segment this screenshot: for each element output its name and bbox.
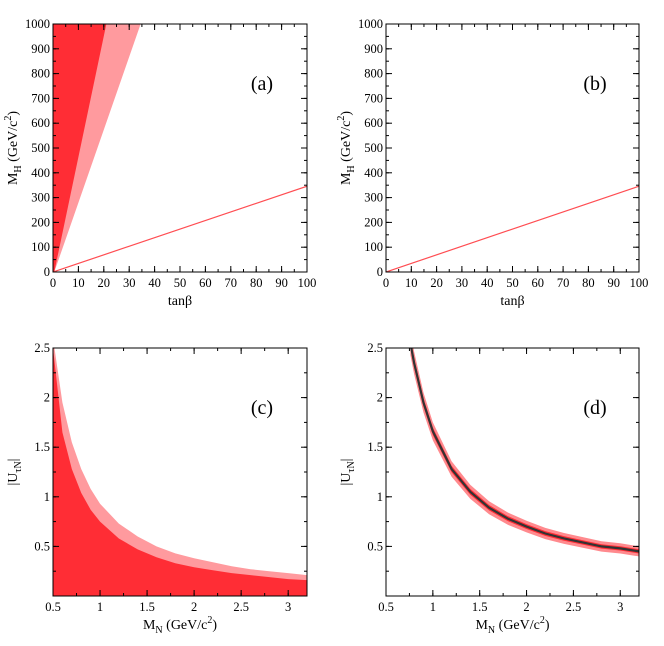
panel-label: (b) [583,73,606,95]
panel-a: 0 10 20 30 40 50 60 70 80 90 100010020030040050060… [3,17,316,309]
x-tick-label: 80 [250,276,263,290]
x-tick-label: 2 [191,600,197,614]
x-tick-label: 100 [630,276,649,290]
x-tick-label: 40 [148,276,161,290]
y-tick-label: 1.5 [367,440,383,454]
y-tick-label: 200 [31,215,50,229]
x-tick-label: 2.5 [233,600,249,614]
x-tick-label: 1.5 [472,600,488,614]
x-axis-title: tanβ [168,294,192,309]
y-tick-label: 1 [377,490,383,504]
plot-area [53,348,307,596]
x-tick-label: 60 [199,276,212,290]
x-tick-label: 20 [430,276,443,290]
y-tick-label: 2 [377,391,383,405]
x-axis-title: MN (GeV/c2) [475,615,549,636]
plot-frame [385,23,640,273]
y-axis-title: |UτN| [6,459,24,486]
y-tick-label: 1000 [358,17,383,31]
y-tick-label: 100 [364,240,383,254]
y-tick-label: 900 [364,42,383,56]
x-tick-label: 30 [456,276,469,290]
y-tick-label: 300 [364,191,383,205]
x-tick-label: 2 [523,600,529,614]
x-tick-label: 50 [506,276,519,290]
y-tick-label: 300 [31,191,50,205]
y-axis-title: MH (GeV/c2) [336,111,357,185]
y-tick-label: 500 [31,141,50,155]
series-line [53,185,307,272]
excluded-region-1 [53,24,107,272]
y-tick-label: 2.5 [367,341,383,355]
panel-c: 0.5 1 1.5 2 2.5 3 0.5 1 1.5 2 2.5 (c) MN (GeV/c2) |Uτ… [6,341,308,636]
y-tick-label: 1.5 [34,440,50,454]
plot-area [53,24,307,272]
x-tick-label: 90 [275,276,288,290]
y-tick-label: 100 [31,240,50,254]
y-tick-label: 1000 [25,17,50,31]
panel-label: (d) [583,397,606,419]
x-tick-label: 10 [405,276,418,290]
x-tick-label: 70 [557,276,570,290]
plot-frame [385,347,640,597]
y-tick-label: 1 [44,490,50,504]
x-tick-label: 0.5 [378,600,394,614]
x-tick-label: 20 [98,276,111,290]
x-tick-label: 0 [50,276,56,290]
y-tick-label: 0.5 [367,539,383,553]
y-tick-label: 800 [31,67,50,81]
plot-area [386,185,639,272]
panel-label: (a) [251,73,273,95]
x-axis-title: MN (GeV/c2) [143,615,217,636]
y-tick-label: 700 [31,91,50,105]
x-tick-label: 100 [298,276,317,290]
x-tick-label: 3 [285,600,291,614]
excluded-area-upper-light [53,348,307,596]
y-tick-label: 400 [364,166,383,180]
plot-area [410,348,639,557]
y-tick-label: 600 [31,116,50,130]
band-center-line [410,348,639,553]
y-tick-label: 400 [31,166,50,180]
x-tick-label: 1.5 [139,600,155,614]
x-tick-label: 80 [582,276,595,290]
x-tick-label: 50 [174,276,187,290]
panel-label: (c) [251,397,273,419]
x-tick-label: 0.5 [45,600,61,614]
x-tick-label: 40 [481,276,494,290]
band-outer [410,348,639,557]
x-tick-label: 10 [72,276,85,290]
y-tick-label: 0 [377,265,383,279]
series-line [386,185,639,272]
y-tick-label: 900 [31,42,50,56]
y-tick-label: 600 [364,116,383,130]
y-tick-label: 2 [44,391,50,405]
x-tick-label: 0 [383,276,389,290]
panel-d: 0.5 1 1.5 2 2.5 3 0.5 1 1.5 2 2.5 (d) MN (GeV/c2) |Uτ… [339,341,640,636]
panel-b: 0 10 20 30 40 50 60 70 80 90 100010020030040050060… [336,17,648,309]
excluded-area-upper-dark [53,348,307,596]
y-axis-title: MH (GeV/c2) [3,111,24,185]
y-tick-label: 0 [44,265,50,279]
x-tick-label: 60 [532,276,545,290]
y-axis-title: |UτN| [339,459,357,486]
x-axis-title: tanβ [500,294,524,309]
y-tick-label: 500 [364,141,383,155]
x-tick-label: 70 [225,276,238,290]
y-tick-label: 800 [364,67,383,81]
x-tick-label: 30 [123,276,136,290]
y-tick-label: 700 [364,91,383,105]
x-tick-label: 1 [430,600,436,614]
x-tick-label: 3 [617,600,623,614]
y-tick-label: 0.5 [34,539,50,553]
y-tick-label: 200 [364,215,383,229]
y-tick-label: 2.5 [34,341,50,355]
x-tick-label: 2.5 [566,600,582,614]
x-tick-label: 1 [97,600,103,614]
x-tick-label: 90 [607,276,620,290]
